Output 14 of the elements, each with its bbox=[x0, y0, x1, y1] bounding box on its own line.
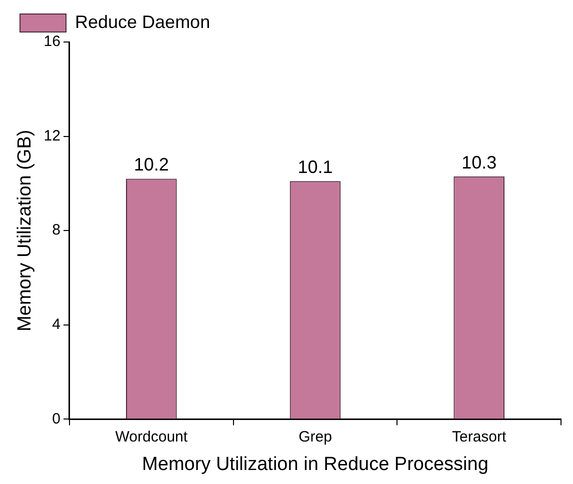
data-label: 10.1 bbox=[298, 157, 333, 178]
y-tick-label: 0 bbox=[52, 410, 60, 428]
y-tick-label: 16 bbox=[44, 33, 60, 50]
legend-label: Reduce Daemon bbox=[75, 12, 210, 32]
y-tick-label: 8 bbox=[52, 222, 60, 239]
y-axis-title: Memory Utilization (GB) bbox=[14, 130, 36, 332]
x-axis-title: Memory Utilization in Reduce Processing bbox=[142, 454, 488, 475]
y-tick-label: 12 bbox=[44, 127, 60, 144]
data-label: 10.2 bbox=[134, 154, 169, 175]
data-label: 10.3 bbox=[462, 152, 497, 172]
x-tick-label: Wordcount bbox=[115, 428, 188, 446]
y-tick-label: 4 bbox=[52, 316, 60, 334]
x-tick-label: Terasort bbox=[452, 428, 508, 446]
x-tick-label: Grep bbox=[298, 428, 332, 446]
